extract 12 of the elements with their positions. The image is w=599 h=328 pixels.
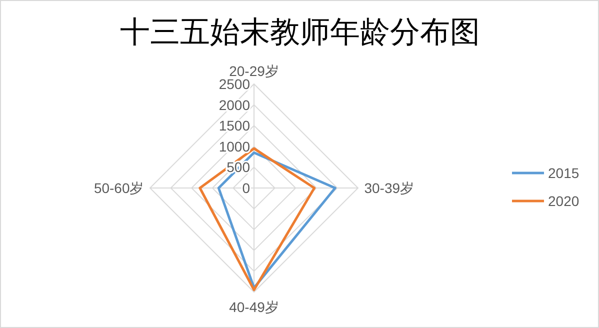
y-tick-label: 1000 [218,138,250,154]
y-tick-label: 2000 [218,96,250,113]
spoke-label: 50-60岁 [94,180,144,196]
legend-label: 2015 [548,165,580,181]
spoke-label: 40-49岁 [229,299,279,316]
spoke-label: 30-39岁 [364,180,414,196]
chart-title: 十三五始末教师年龄分布图 [120,16,480,49]
legend-label: 2020 [548,193,580,209]
y-tick-label: 0 [242,180,250,196]
y-tick-label: 2500 [218,76,250,92]
spoke-label: 20-29岁 [229,62,279,79]
y-tick-label: 1500 [218,118,250,134]
